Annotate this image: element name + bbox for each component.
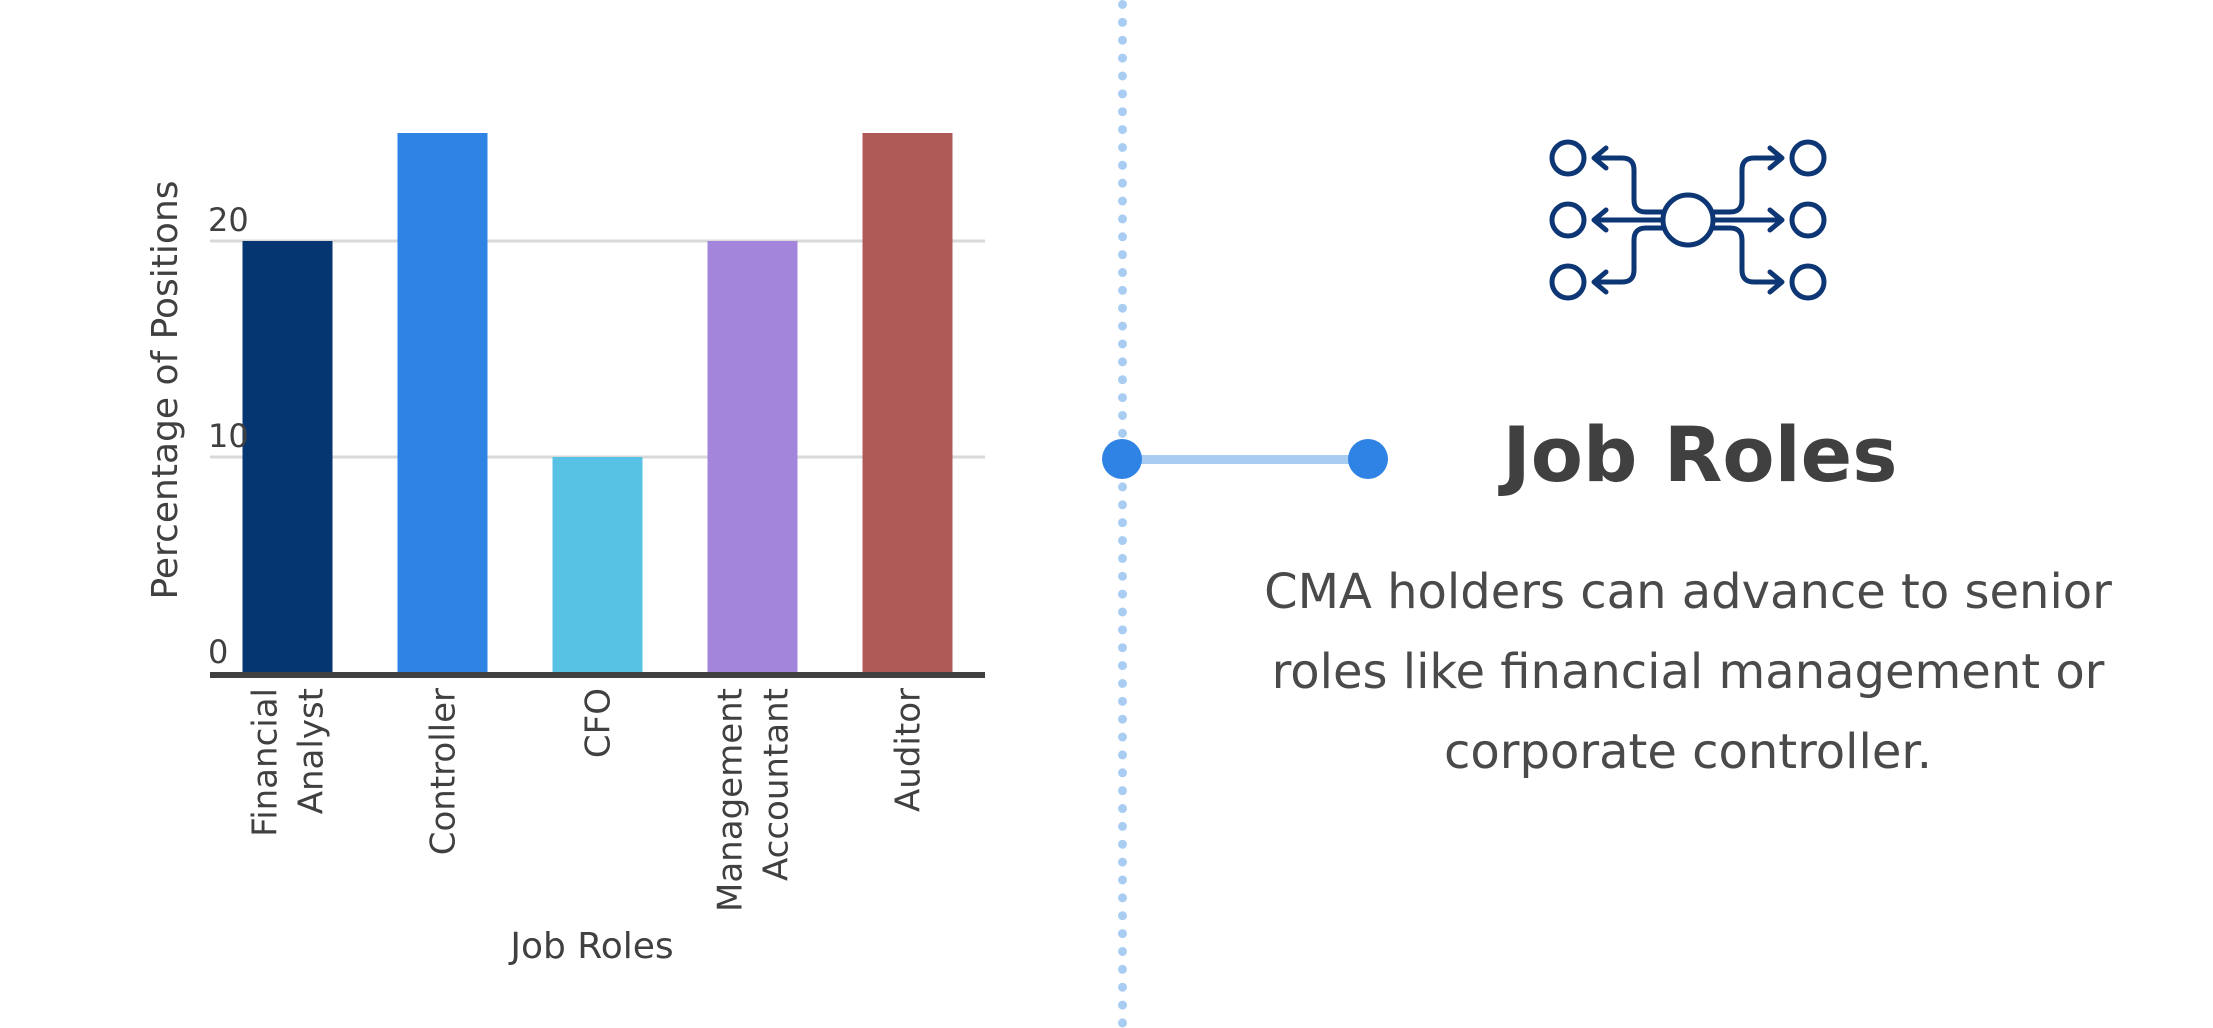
y-tick-labels: 0 10 20 (208, 201, 249, 671)
x-axis-label: Job Roles (508, 926, 673, 967)
bar (552, 457, 643, 673)
y-axis-label: Percentage of Positions (145, 180, 186, 599)
x-tick-label: Auditor (889, 688, 929, 812)
bar (862, 133, 953, 673)
connector-dot-right (1348, 439, 1388, 479)
panel-title: Job Roles (1502, 410, 1898, 499)
x-tick-label-line: Financial (246, 688, 286, 837)
connector-dot-left (1102, 439, 1142, 479)
y-tick-label: 0 (208, 633, 228, 671)
bar (397, 133, 488, 673)
connector-line (1121, 455, 1367, 464)
bar-chart: 0 10 20 Financial Analyst Controller CFO Manag… (145, 133, 985, 967)
x-tick-label-line: Analyst (292, 688, 332, 814)
x-tick-label-line: Auditor (889, 688, 929, 812)
x-tick-label-line: Controller (424, 688, 464, 855)
x-tick-label: Financial Analyst (246, 688, 332, 837)
bar (242, 241, 333, 673)
x-tick-label-line: CFO (579, 688, 619, 758)
x-tick-labels: Financial Analyst Controller CFO Management A… (246, 688, 929, 912)
network-distribution-icon (1549, 139, 1827, 301)
dotted-divider (1118, 0, 1127, 1028)
x-tick-label-line: Accountant (757, 688, 797, 881)
y-tick-label: 20 (208, 201, 249, 239)
bar (707, 241, 798, 673)
x-tick-label: Controller (424, 688, 464, 855)
x-tick-label: Management Accountant (711, 688, 797, 912)
panel-description: CMA holders can advance to senior roles … (1264, 564, 2112, 780)
x-tick-label: CFO (579, 688, 619, 758)
y-tick-label: 10 (208, 417, 249, 455)
bars (242, 133, 953, 673)
x-tick-label-line: Management (711, 688, 751, 912)
